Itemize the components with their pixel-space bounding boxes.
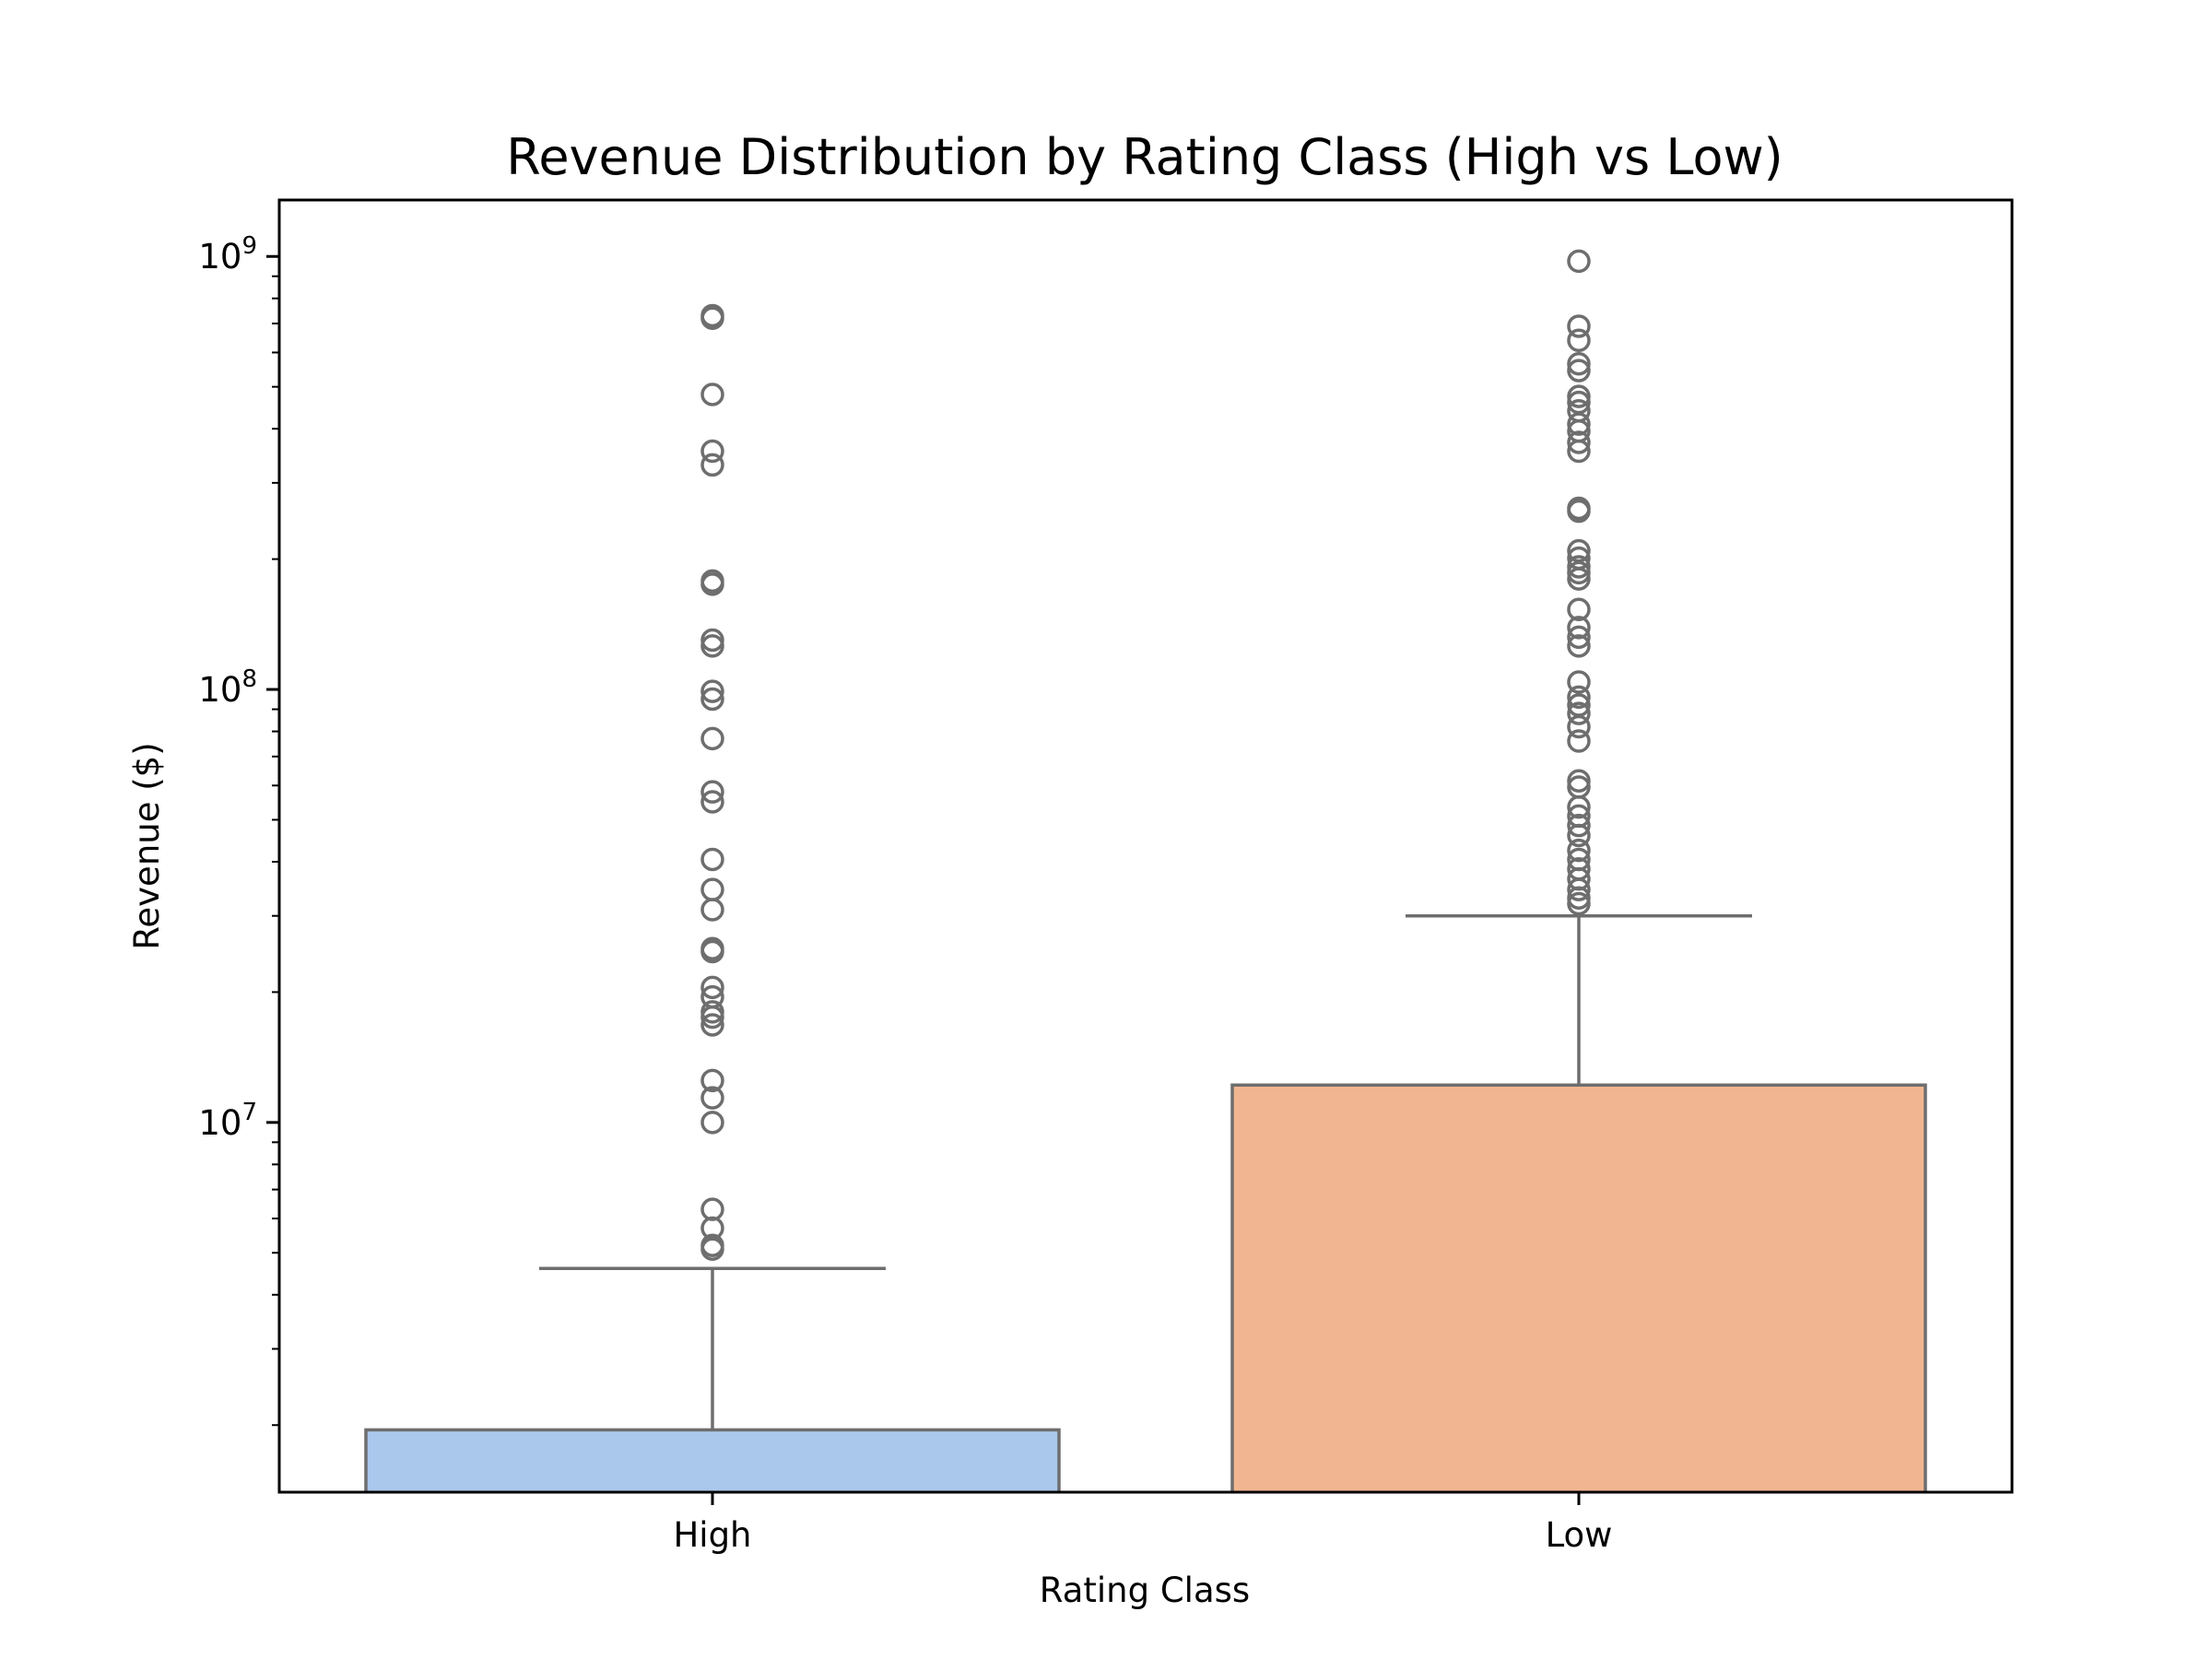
outlier-point-high <box>700 679 724 703</box>
outlier-point-high <box>700 453 724 477</box>
outlier-point-low <box>1567 701 1591 725</box>
y-axis-label: Revenue ($) <box>127 742 167 949</box>
outlier-point-high <box>700 1000 724 1024</box>
outlier-point-high <box>700 877 724 901</box>
outlier-point-low <box>1567 729 1591 753</box>
box-low <box>1230 1083 1927 1492</box>
outlier-point-low <box>1567 538 1591 563</box>
outlier-point-high <box>700 1086 724 1110</box>
outlier-point-high <box>700 1111 724 1135</box>
outlier-point-high <box>700 790 724 814</box>
outlier-point-low <box>1567 804 1591 829</box>
outlier-point-high <box>700 726 724 751</box>
outlier-point-high <box>700 1233 724 1258</box>
outlier-point-high <box>700 1197 724 1221</box>
outlier-point-high <box>700 975 724 1000</box>
outlier-point-low <box>1567 838 1591 863</box>
y-axis: 107 108 109 <box>198 232 279 1427</box>
x-axis-label: Rating Class <box>1040 1571 1250 1610</box>
outlier-point-high <box>700 847 724 872</box>
outlier-point-high <box>700 439 724 464</box>
outlier-point-low <box>1567 546 1591 571</box>
outlier-point-high <box>700 780 724 804</box>
outlier-point-low <box>1567 328 1591 353</box>
x-tick-label-high: High <box>673 1515 751 1555</box>
outlier-point-low <box>1567 351 1591 376</box>
outlier-point-low <box>1567 685 1591 710</box>
outlier-point-high <box>700 984 724 1009</box>
outlier-point-high <box>700 1013 724 1037</box>
boxes-layer <box>364 913 1927 1492</box>
outlier-point-high <box>700 898 724 922</box>
outlier-point-low <box>1567 634 1591 658</box>
outlier-point-low <box>1567 555 1591 579</box>
outlier-point-low <box>1567 597 1591 622</box>
outlier-point-low <box>1567 625 1591 650</box>
outlier-point-low <box>1567 430 1591 454</box>
chart-title: Revenue Distribution by Rating Class (Hi… <box>506 128 1783 186</box>
box-high <box>364 1428 1061 1492</box>
x-axis: High Low <box>673 1492 1612 1555</box>
outlier-point-low <box>1567 384 1591 408</box>
outlier-point-low <box>1567 670 1591 694</box>
outlier-point-low <box>1567 249 1591 274</box>
outlier-point-low <box>1567 390 1591 415</box>
outlier-point-high <box>700 1068 724 1093</box>
outlier-point-high <box>700 569 724 594</box>
outliers-layer <box>700 249 1591 1261</box>
outlier-point-low <box>1567 847 1591 872</box>
outlier-point-low <box>1567 769 1591 793</box>
outlier-point-low <box>1567 359 1591 382</box>
y-tick-label: 108 <box>198 665 257 710</box>
y-tick-label: 109 <box>198 232 257 276</box>
outlier-point-low <box>1567 857 1591 881</box>
outlier-point-low <box>1567 314 1591 338</box>
plot-area-frame <box>277 198 2014 1494</box>
outlier-point-low <box>1567 496 1591 521</box>
outlier-point-low <box>1567 560 1591 585</box>
outlier-point-high <box>700 303 724 328</box>
outlier-point-high <box>700 628 724 653</box>
outlier-point-high <box>700 382 724 406</box>
outlier-point-high <box>700 936 724 961</box>
outlier-point-high <box>700 687 724 712</box>
outlier-point-low <box>1567 813 1591 838</box>
outlier-point-low <box>1567 616 1591 640</box>
x-tick-label-low: Low <box>1546 1515 1613 1555</box>
outlier-point-low <box>1567 693 1591 717</box>
outlier-point-low <box>1567 775 1591 799</box>
outlier-point-low <box>1567 398 1591 423</box>
y-tick-label: 107 <box>198 1099 257 1143</box>
